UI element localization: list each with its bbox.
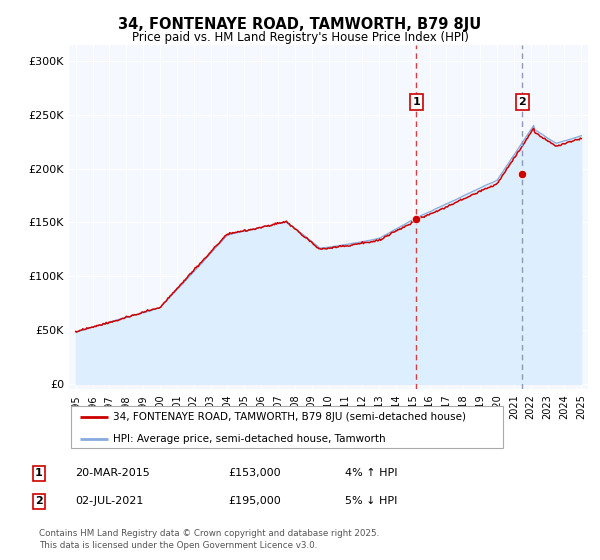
Text: 02-JUL-2021: 02-JUL-2021 <box>75 496 143 506</box>
Text: 2: 2 <box>518 97 526 107</box>
Text: 20-MAR-2015: 20-MAR-2015 <box>75 468 150 478</box>
Text: £153,000: £153,000 <box>228 468 281 478</box>
Text: 4% ↑ HPI: 4% ↑ HPI <box>345 468 398 478</box>
Text: 5% ↓ HPI: 5% ↓ HPI <box>345 496 397 506</box>
Text: HPI: Average price, semi-detached house, Tamworth: HPI: Average price, semi-detached house,… <box>113 434 385 444</box>
Text: 34, FONTENAYE ROAD, TAMWORTH, B79 8JU: 34, FONTENAYE ROAD, TAMWORTH, B79 8JU <box>118 17 482 32</box>
FancyBboxPatch shape <box>71 405 503 449</box>
Text: Contains HM Land Registry data © Crown copyright and database right 2025.
This d: Contains HM Land Registry data © Crown c… <box>39 529 379 550</box>
Text: 2: 2 <box>35 496 43 506</box>
Text: Price paid vs. HM Land Registry's House Price Index (HPI): Price paid vs. HM Land Registry's House … <box>131 31 469 44</box>
Text: £195,000: £195,000 <box>228 496 281 506</box>
Text: 34, FONTENAYE ROAD, TAMWORTH, B79 8JU (semi-detached house): 34, FONTENAYE ROAD, TAMWORTH, B79 8JU (s… <box>113 412 466 422</box>
Text: 1: 1 <box>413 97 421 107</box>
Text: 1: 1 <box>35 468 43 478</box>
